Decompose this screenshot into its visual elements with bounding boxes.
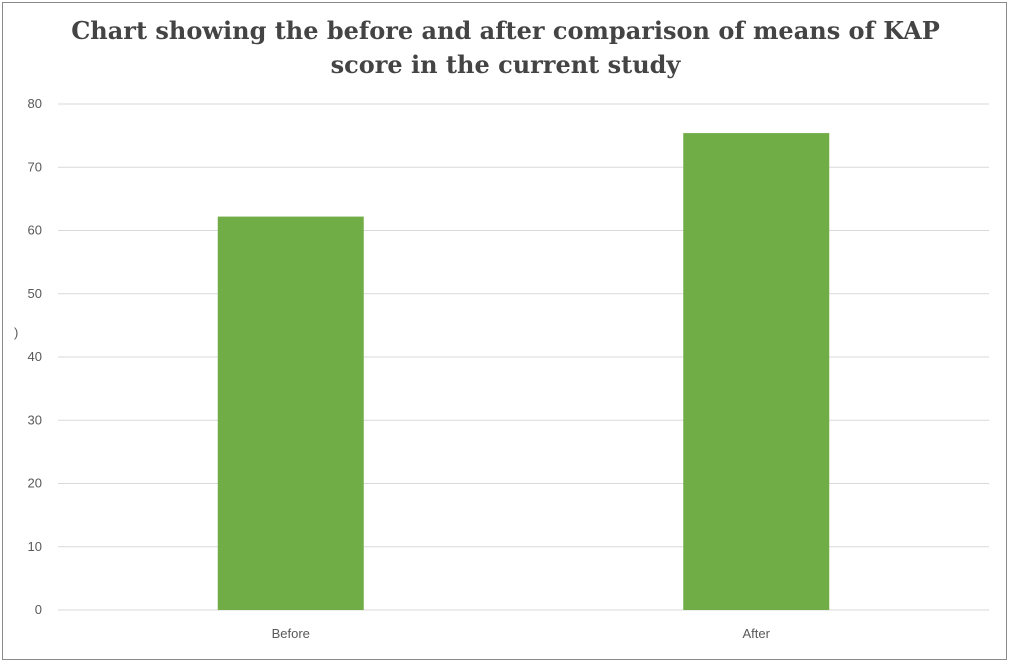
y-tick-label: 70 [28, 159, 42, 174]
bar-before [217, 216, 364, 610]
y-tick-label: 50 [28, 286, 42, 301]
chart-title-line-1: Chart showing the before and after compa… [71, 16, 940, 45]
y-tick-label: 80 [28, 96, 42, 111]
gridlines [58, 103, 989, 611]
y-tick-label: 60 [28, 223, 42, 238]
chart-title-line-2: score in the current study [330, 50, 681, 79]
y-tick-label: 30 [28, 412, 42, 427]
y-tick-label: 40 [28, 349, 42, 364]
bar-after [683, 133, 830, 610]
bars [217, 133, 830, 610]
y-axis-ticks: 0 10 20 30 40 50 60 70 80 [28, 96, 42, 617]
y-tick-label: 20 [28, 476, 42, 491]
y-tick-label: 0 [35, 602, 42, 617]
x-category-label-before: Before [272, 626, 310, 641]
x-category-label-after: After [743, 626, 771, 641]
y-axis-label: ) [14, 325, 18, 340]
chart-title: Chart showing the before and after compa… [0, 14, 1011, 82]
y-tick-label: 10 [28, 539, 42, 554]
x-axis-categories: Before After [272, 626, 771, 641]
